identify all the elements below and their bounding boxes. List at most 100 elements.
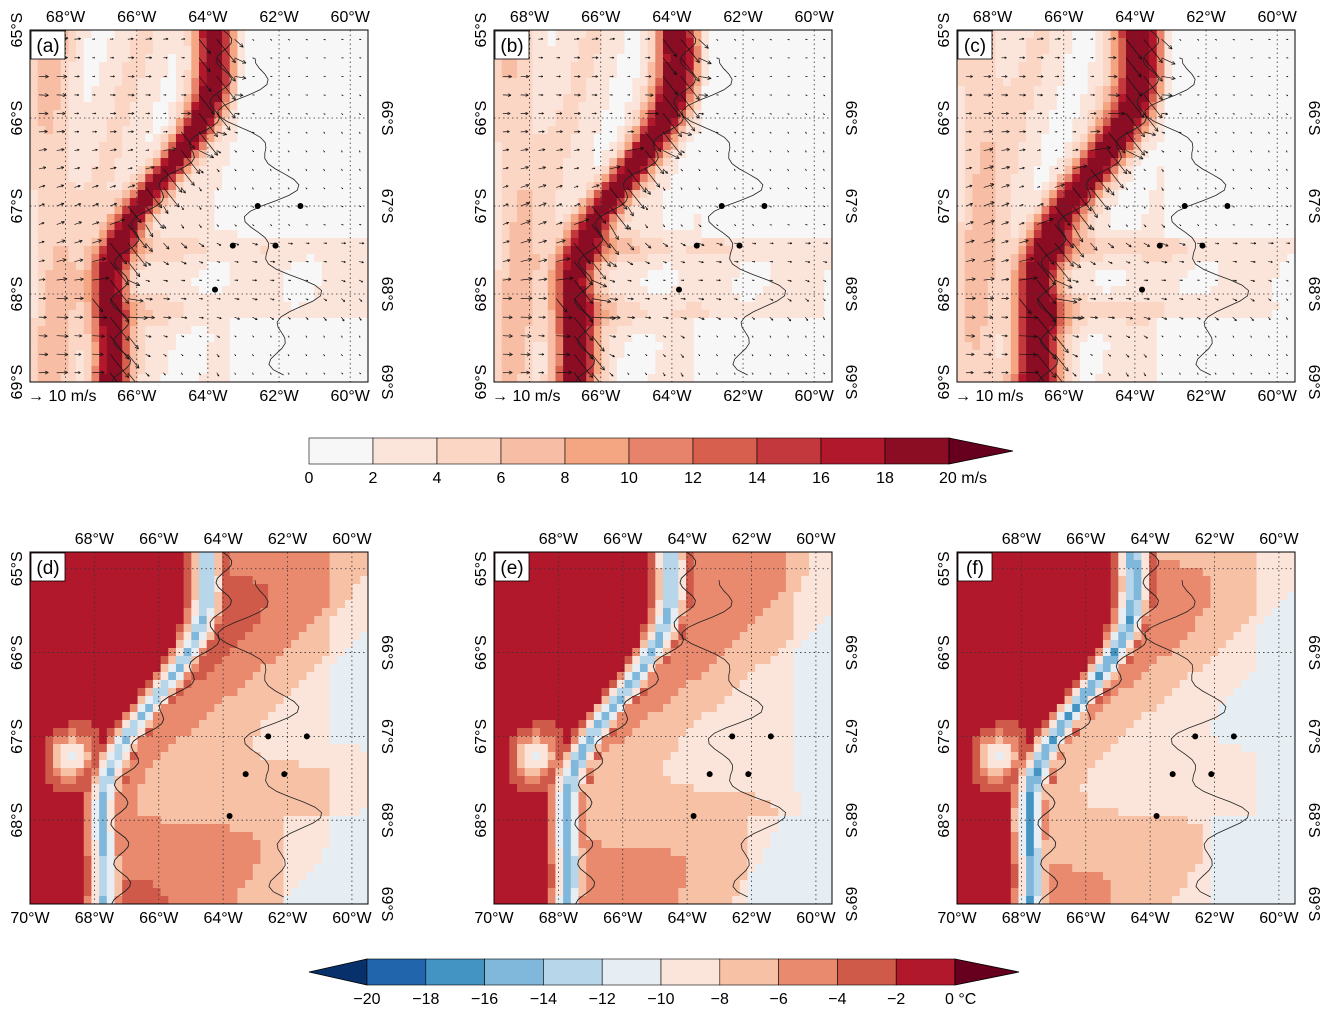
panel-label-box — [30, 552, 66, 582]
right-lat-label: 66°S — [842, 635, 859, 670]
right-lat-label: 66°S — [378, 635, 395, 670]
panel-d: (d) 68°W 66°W 64°W 62°W 60°W 70°W 68°W 66°W 64°W 6… — [9, 531, 395, 927]
right-lat-label: 67°S — [842, 189, 859, 224]
panel-label: (e) — [500, 558, 523, 579]
left-lat-label: 68°S — [9, 803, 26, 838]
top-lon-label: 62°W — [732, 531, 772, 548]
colorbar-swatch — [778, 958, 838, 986]
station-marker — [736, 242, 743, 249]
right-lat-label: 67°S — [842, 719, 859, 754]
top-lon-label: 68°W — [46, 9, 86, 26]
top-lon-label: 60°W — [795, 9, 835, 26]
right-lat-label: 66°S — [1305, 635, 1322, 670]
right-lat-label: 68°S — [378, 277, 395, 312]
top-lon-label: 66°W — [117, 9, 157, 26]
bottom-lon-label: 60°W — [1259, 910, 1299, 927]
top-lon-label: 64°W — [188, 9, 228, 26]
coastline — [217, 58, 322, 376]
bottom-lon-label: 64°W — [203, 910, 243, 927]
right-lat-label: 68°S — [842, 803, 859, 838]
colorbar-tick-label: 14 — [748, 470, 766, 487]
colorbar-tick-label: 0 — [305, 470, 314, 487]
top-lon-label: 62°W — [259, 9, 299, 26]
left-lat-label: 68°S — [9, 277, 26, 312]
colorbar-tick-label: 18 — [876, 470, 894, 487]
coastline — [217, 580, 322, 898]
panel-a: (a) 68°W 66°W 64°W 62°W 60°W → 10 m/s 66°W 64°W 6… — [9, 9, 395, 405]
left-lat-label: 69°S — [936, 365, 953, 400]
colorbar-tick-label: 8 — [561, 470, 570, 487]
bottom-lon-label: 68°W — [75, 910, 115, 927]
panel-frame — [493, 551, 833, 905]
colorbar-tick-label: 0 °C — [945, 991, 976, 1008]
colorbar-swatch — [837, 958, 897, 986]
bottom-lon-label: 66°W — [1044, 388, 1084, 405]
station-marker — [229, 242, 236, 249]
top-lon-label: 64°W — [667, 531, 707, 548]
right-lat-label: 69°S — [378, 365, 395, 400]
bottom-lon-label: 64°W — [1115, 388, 1155, 405]
colorbar-swatch — [484, 958, 544, 986]
right-lat-label: 69°S — [842, 365, 859, 400]
bottom-lon-label: 66°W — [603, 910, 643, 927]
panel-label-box — [957, 552, 993, 582]
left-lat-label: 65°S — [473, 13, 490, 48]
bottom-lon-label: 70°W — [474, 910, 514, 927]
bottom-lon-label: 64°W — [1130, 910, 1170, 927]
right-lat-label: 66°S — [1305, 101, 1322, 136]
colorbar-swatch — [543, 958, 603, 986]
colorbar-tick-label: −6 — [769, 991, 787, 1008]
panel-label: (b) — [500, 36, 523, 57]
station-marker — [690, 813, 697, 819]
bottom-lon-label: 64°W — [188, 388, 228, 405]
top-lon-label: 62°W — [1195, 531, 1235, 548]
left-lat-label: 68°S — [936, 277, 953, 312]
left-lat-label: 68°S — [936, 803, 953, 838]
bottom-lon-label: 62°W — [732, 910, 772, 927]
coastline — [681, 58, 786, 376]
colorbar-tick-label: 10 — [620, 470, 638, 487]
panel-label-box — [957, 30, 993, 60]
right-lat-label: 67°S — [1305, 189, 1322, 224]
top-lon-label: 60°W — [1259, 531, 1299, 548]
colorbar-swatch — [372, 437, 438, 465]
left-lat-label: 65°S — [936, 13, 953, 48]
colorbar-swatch — [756, 437, 822, 465]
station-marker — [212, 286, 219, 293]
coastline — [1037, 552, 1160, 904]
station-marker — [1230, 733, 1237, 740]
station-marker — [761, 203, 768, 209]
left-lat-label: 68°S — [473, 277, 490, 312]
colorbar-extend-min — [308, 958, 368, 986]
right-lat-label: 67°S — [378, 719, 395, 754]
wind-scale-label: → 10 m/s — [955, 388, 1023, 405]
station-marker — [254, 203, 261, 209]
panel-label: (c) — [964, 36, 986, 57]
panel-label: (a) — [36, 36, 59, 57]
colorbar-tick-label: −2 — [887, 991, 905, 1008]
right-lat-label: 66°S — [378, 101, 395, 136]
wind-scale-label: → 10 m/s — [28, 388, 96, 405]
station-marker — [693, 242, 700, 249]
coastline — [1144, 58, 1249, 376]
station-marker — [706, 771, 713, 778]
panel-f: (f) 68°W 66°W 64°W 62°W 60°W 70°W 68°W 66°W 64°W 6… — [936, 531, 1322, 927]
right-lat-label: 69°S — [1305, 887, 1322, 922]
top-lon-label: 68°W — [1002, 531, 1042, 548]
bottom-lon-label: 66°W — [1066, 910, 1106, 927]
bottom-lon-label: 64°W — [652, 388, 692, 405]
wind-scale-label: → 10 m/s — [492, 388, 560, 405]
station-marker — [242, 771, 249, 778]
top-lon-label: 62°W — [723, 9, 763, 26]
colorbar-swatch — [366, 958, 427, 986]
colorbar-swatch — [564, 437, 630, 465]
top-lon-label: 64°W — [1130, 531, 1170, 548]
field-shading — [30, 552, 368, 904]
top-lon-label: 64°W — [203, 531, 243, 548]
colorbar-tick-label: −20 — [353, 991, 380, 1008]
right-lat-label: 69°S — [842, 887, 859, 922]
top-lon-label: 66°W — [1044, 9, 1084, 26]
panel-frame — [29, 551, 369, 905]
left-lat-label: 65°S — [9, 551, 26, 586]
